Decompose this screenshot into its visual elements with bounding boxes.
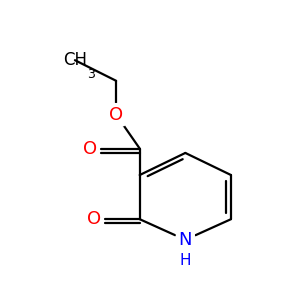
Text: O: O (109, 106, 123, 124)
Text: H: H (180, 253, 191, 268)
Text: O: O (82, 140, 97, 158)
Text: N: N (178, 231, 192, 249)
Text: O: O (87, 210, 101, 228)
Text: N: N (178, 231, 192, 249)
Text: CH: CH (63, 51, 87, 69)
Text: 3: 3 (87, 68, 94, 81)
